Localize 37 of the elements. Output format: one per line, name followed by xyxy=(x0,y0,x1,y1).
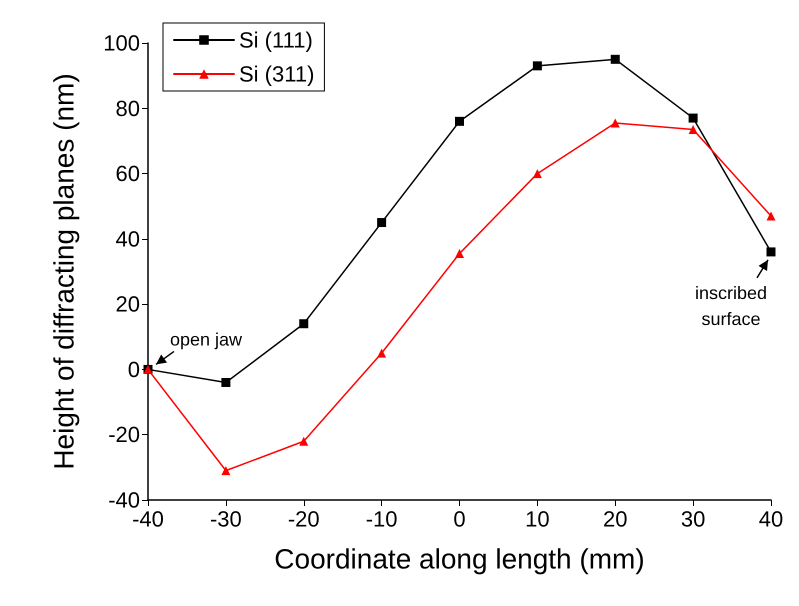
point xyxy=(377,218,386,228)
x-tick-label: 0 xyxy=(453,506,466,532)
x-tick-label: 30 xyxy=(680,506,706,532)
x-tick-label: 40 xyxy=(758,506,784,532)
y-tick-label: -20 xyxy=(108,422,140,448)
point xyxy=(221,466,230,476)
point xyxy=(299,319,308,328)
point xyxy=(532,61,542,70)
x-axis-title: Coordinate along length (mm) xyxy=(274,544,645,574)
y-tick-label: 40 xyxy=(116,226,140,252)
x-tick-label: 20 xyxy=(603,506,628,532)
point xyxy=(455,116,464,126)
y-tick-label: 20 xyxy=(116,292,140,317)
point xyxy=(766,247,776,256)
y-tick-label: 0 xyxy=(128,356,140,382)
y-tick-label: 60 xyxy=(116,161,140,186)
point xyxy=(532,169,542,178)
point xyxy=(688,114,698,123)
legend-label: Si (111) xyxy=(239,28,313,52)
point xyxy=(610,54,620,64)
point xyxy=(688,125,698,134)
annotation: inscribed surface xyxy=(694,282,768,329)
y-tick-label: 100 xyxy=(103,30,140,56)
y-tick-label: 80 xyxy=(116,96,140,121)
x-tick-label: -20 xyxy=(288,506,320,532)
point xyxy=(377,348,386,358)
point xyxy=(766,212,776,221)
x-tick-label: 10 xyxy=(525,506,550,532)
x-tick-label: -10 xyxy=(366,506,398,532)
point xyxy=(221,378,230,387)
y-axis-title: Height of diffracting planes (nm) xyxy=(48,73,80,470)
point xyxy=(610,118,620,128)
x-tick-label: -30 xyxy=(210,506,242,532)
annotation: open jaw xyxy=(170,329,244,350)
point xyxy=(455,249,464,258)
legend-label: Si (311) xyxy=(239,62,314,86)
point xyxy=(299,436,308,446)
